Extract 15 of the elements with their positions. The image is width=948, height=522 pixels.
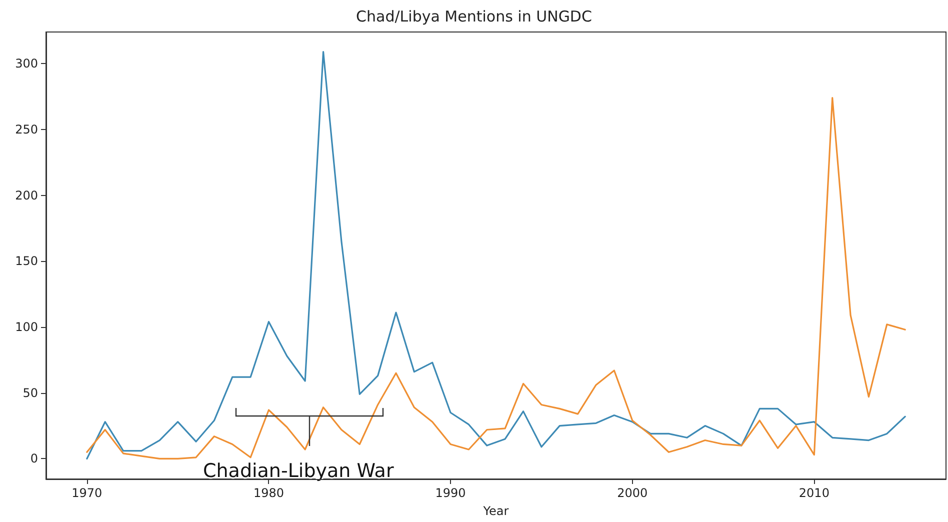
annotation: Chadian-Libyan War bbox=[203, 460, 394, 482]
x-tick-label: 2010 bbox=[798, 486, 830, 500]
x-tick-label: 2000 bbox=[617, 486, 648, 500]
y-tick-label: 300 bbox=[15, 56, 38, 71]
x-tick-label: 1980 bbox=[253, 486, 284, 500]
y-tick-label: 200 bbox=[15, 188, 38, 202]
x-tick-label: 1970 bbox=[72, 486, 102, 500]
y-tick-label: 0 bbox=[30, 452, 38, 466]
y-tick-label: 50 bbox=[22, 386, 38, 400]
y-tick-label: 150 bbox=[15, 254, 38, 268]
x-tick-label: 1990 bbox=[435, 486, 466, 500]
y-tick-label: 250 bbox=[15, 122, 38, 136]
x-axis-title: Year bbox=[482, 504, 509, 518]
y-tick-label: 100 bbox=[15, 320, 38, 334]
chart-title: Chad/Libya Mentions in UNGDC bbox=[356, 8, 592, 26]
